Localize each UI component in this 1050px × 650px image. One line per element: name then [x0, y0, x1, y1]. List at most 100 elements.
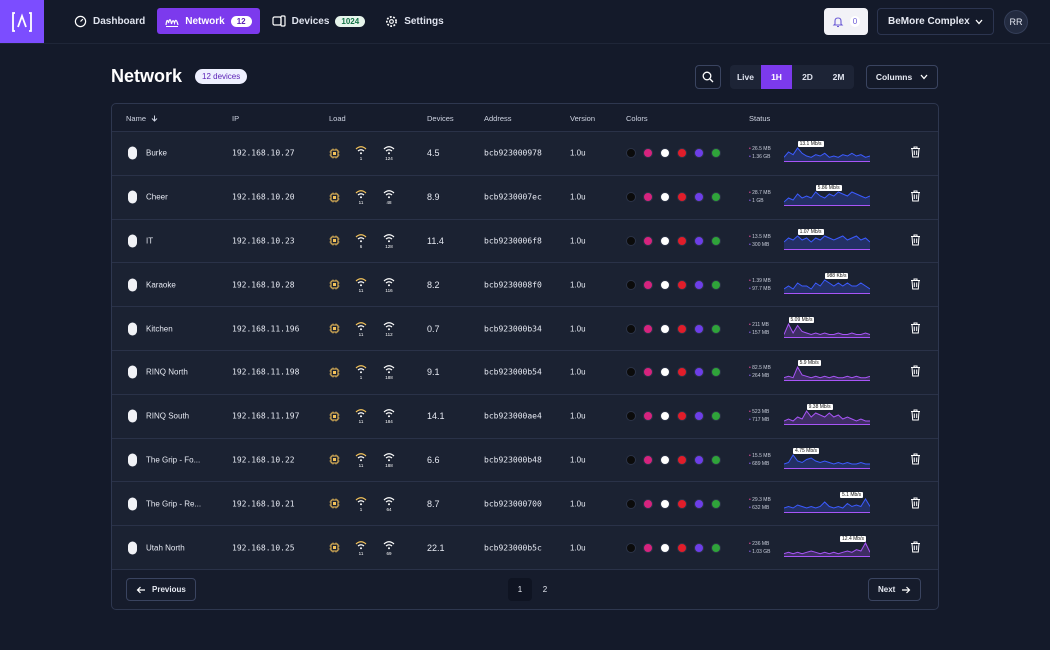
delete-button[interactable] [910, 541, 921, 555]
color-dot-4[interactable] [677, 279, 687, 290]
color-dot-1[interactable] [626, 454, 636, 465]
table-row[interactable]: Burke 192.168.10.27 1 [112, 132, 938, 176]
color-dot-1[interactable] [626, 367, 636, 378]
nav-devices[interactable]: Devices 1024 [264, 8, 374, 34]
table-row[interactable]: The Grip - Fo... 192.168.10.22 11 [112, 438, 938, 483]
color-dot-6[interactable] [711, 192, 721, 203]
color-dot-3[interactable] [660, 367, 670, 378]
page-1[interactable]: 1 [508, 578, 532, 601]
delete-button[interactable] [910, 278, 921, 292]
color-dot-5[interactable] [694, 411, 704, 422]
color-dot-1[interactable] [626, 279, 636, 290]
delete-button[interactable] [910, 453, 921, 467]
color-dot-5[interactable] [694, 279, 704, 290]
color-dot-3[interactable] [660, 279, 670, 290]
avatar[interactable]: RR [1004, 10, 1028, 34]
color-dot-2[interactable] [643, 411, 653, 422]
table-row[interactable]: Cheer 192.168.10.20 11 [112, 175, 938, 220]
color-dot-5[interactable] [694, 498, 704, 509]
color-dot-4[interactable] [677, 235, 687, 246]
range-2d[interactable]: 2D [802, 72, 813, 82]
color-dot-4[interactable] [677, 411, 687, 422]
color-dot-4[interactable] [677, 498, 687, 509]
previous-button[interactable]: Previous [126, 578, 196, 601]
device-toggle[interactable] [128, 322, 137, 336]
col-ip[interactable]: IP [232, 114, 240, 123]
col-load[interactable]: Load [329, 114, 346, 123]
color-dot-3[interactable] [660, 498, 670, 509]
color-dot-1[interactable] [626, 411, 636, 422]
delete-button[interactable] [910, 365, 921, 379]
col-name[interactable]: Name [126, 114, 158, 123]
device-toggle[interactable] [128, 409, 137, 423]
color-dot-5[interactable] [694, 454, 704, 465]
table-row[interactable]: RINQ South 192.168.11.197 11 [112, 394, 938, 439]
color-dot-5[interactable] [694, 148, 704, 159]
color-dot-3[interactable] [660, 235, 670, 246]
color-dot-1[interactable] [626, 542, 636, 553]
color-dot-4[interactable] [677, 454, 687, 465]
color-dot-6[interactable] [711, 498, 721, 509]
color-dot-5[interactable] [694, 323, 704, 334]
table-row[interactable]: Karaoke 192.168.10.28 11 [112, 263, 938, 308]
color-dot-4[interactable] [677, 148, 687, 159]
device-toggle[interactable] [128, 541, 137, 555]
delete-button[interactable] [910, 322, 921, 336]
delete-button[interactable] [910, 190, 921, 204]
color-dot-4[interactable] [677, 192, 687, 203]
color-dot-4[interactable] [677, 323, 687, 334]
color-dot-2[interactable] [643, 498, 653, 509]
device-toggle[interactable] [128, 497, 137, 511]
color-dot-6[interactable] [711, 542, 721, 553]
color-dot-3[interactable] [660, 148, 670, 159]
app-logo[interactable] [0, 0, 44, 43]
color-dot-2[interactable] [643, 192, 653, 203]
table-row[interactable]: Kitchen 192.168.11.196 11 [112, 307, 938, 351]
org-select[interactable]: BeMore Complex [877, 8, 994, 35]
color-dot-5[interactable] [694, 192, 704, 203]
color-dot-3[interactable] [660, 323, 670, 334]
color-dot-1[interactable] [626, 323, 636, 334]
color-dot-3[interactable] [660, 542, 670, 553]
color-dot-2[interactable] [643, 279, 653, 290]
color-dot-6[interactable] [711, 454, 721, 465]
device-toggle[interactable] [128, 146, 137, 160]
col-status[interactable]: Status [749, 114, 771, 123]
table-row[interactable]: The Grip - Re... 192.168.10.21 1 [112, 482, 938, 527]
table-row[interactable]: Utah North 192.168.10.25 11 [112, 526, 938, 570]
color-dot-5[interactable] [694, 235, 704, 246]
color-dot-1[interactable] [626, 498, 636, 509]
nav-dashboard[interactable]: Dashboard [66, 8, 153, 34]
delete-button[interactable] [910, 497, 921, 511]
color-dot-5[interactable] [694, 367, 704, 378]
color-dot-3[interactable] [660, 411, 670, 422]
range-live[interactable]: Live [736, 72, 754, 82]
color-dot-2[interactable] [643, 454, 653, 465]
range-1h[interactable]: 1H [761, 65, 792, 89]
nav-network[interactable]: Network 12 [157, 8, 260, 34]
table-row[interactable]: IT 192.168.10.23 6 [112, 219, 938, 264]
delete-button[interactable] [910, 234, 921, 248]
device-toggle[interactable] [128, 365, 137, 379]
color-dot-6[interactable] [711, 235, 721, 246]
col-address[interactable]: Address [484, 114, 512, 123]
col-devices[interactable]: Devices [427, 114, 454, 123]
color-dot-6[interactable] [711, 279, 721, 290]
color-dot-6[interactable] [711, 411, 721, 422]
col-version[interactable]: Version [570, 114, 596, 123]
color-dot-6[interactable] [711, 323, 721, 334]
color-dot-6[interactable] [711, 148, 721, 159]
page-2[interactable]: 2 [542, 585, 548, 594]
columns-button[interactable]: Columns [866, 65, 938, 89]
color-dot-3[interactable] [660, 454, 670, 465]
color-dot-2[interactable] [643, 542, 653, 553]
color-dot-4[interactable] [677, 542, 687, 553]
table-row[interactable]: RINQ North 192.168.11.198 1 [112, 351, 938, 395]
search-button[interactable] [695, 65, 721, 89]
color-dot-1[interactable] [626, 148, 636, 159]
color-dot-1[interactable] [626, 192, 636, 203]
range-2m[interactable]: 2M [832, 72, 845, 82]
delete-button[interactable] [910, 146, 921, 160]
col-colors[interactable]: Colors [626, 114, 648, 123]
device-toggle[interactable] [128, 453, 137, 467]
